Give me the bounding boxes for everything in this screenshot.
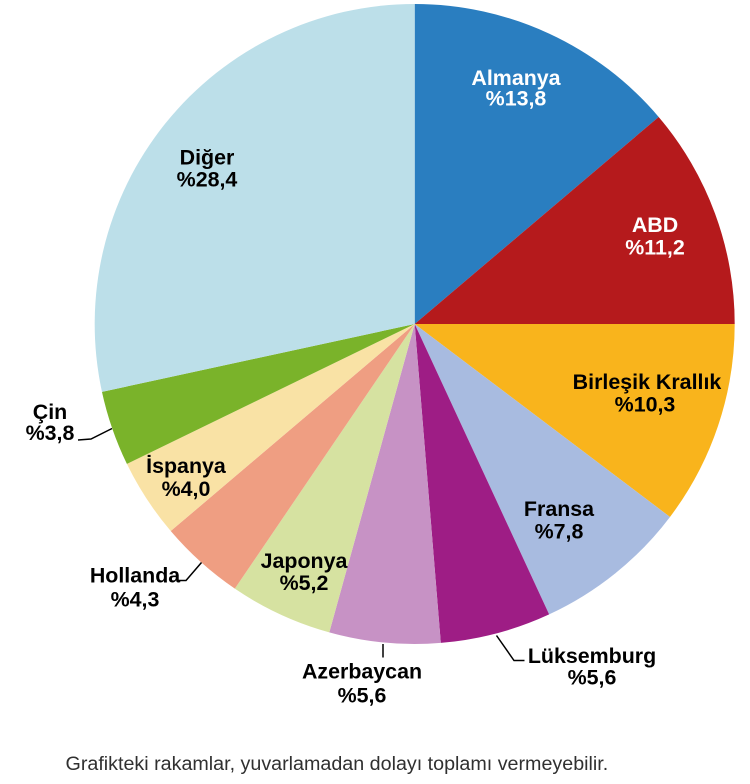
svg-text:%28,4: %28,4: [177, 167, 238, 191]
svg-text:Diğer: Diğer: [180, 146, 235, 170]
svg-text:Azerbaycan: Azerbaycan: [302, 660, 422, 684]
svg-text:%13,8: %13,8: [486, 87, 547, 111]
svg-text:ABD: ABD: [632, 213, 678, 237]
svg-text:Lüksemburg: Lüksemburg: [528, 644, 656, 668]
svg-text:%4,3: %4,3: [111, 587, 160, 611]
svg-text:Grafikteki rakamlar, yuvarlama: Grafikteki rakamlar, yuvarlamadan dolayı…: [66, 753, 609, 775]
svg-text:%4,0: %4,0: [162, 477, 211, 501]
svg-text:%10,3: %10,3: [615, 393, 676, 417]
svg-text:Japonya: Japonya: [261, 549, 349, 573]
svg-text:Almanya: Almanya: [471, 66, 561, 90]
svg-text:%11,2: %11,2: [625, 236, 685, 260]
svg-text:%5,6: %5,6: [568, 666, 617, 690]
svg-text:Birleşik Krallık: Birleşik Krallık: [573, 370, 722, 394]
svg-text:Fransa: Fransa: [524, 497, 595, 521]
svg-text:%5,2: %5,2: [280, 571, 329, 595]
svg-text:Çin: Çin: [33, 400, 67, 424]
svg-text:İspanya: İspanya: [146, 454, 227, 478]
svg-text:%3,8: %3,8: [26, 421, 75, 445]
svg-text:Hollanda: Hollanda: [90, 564, 181, 588]
svg-text:%7,8: %7,8: [535, 520, 584, 544]
svg-text:%5,6: %5,6: [338, 683, 387, 707]
